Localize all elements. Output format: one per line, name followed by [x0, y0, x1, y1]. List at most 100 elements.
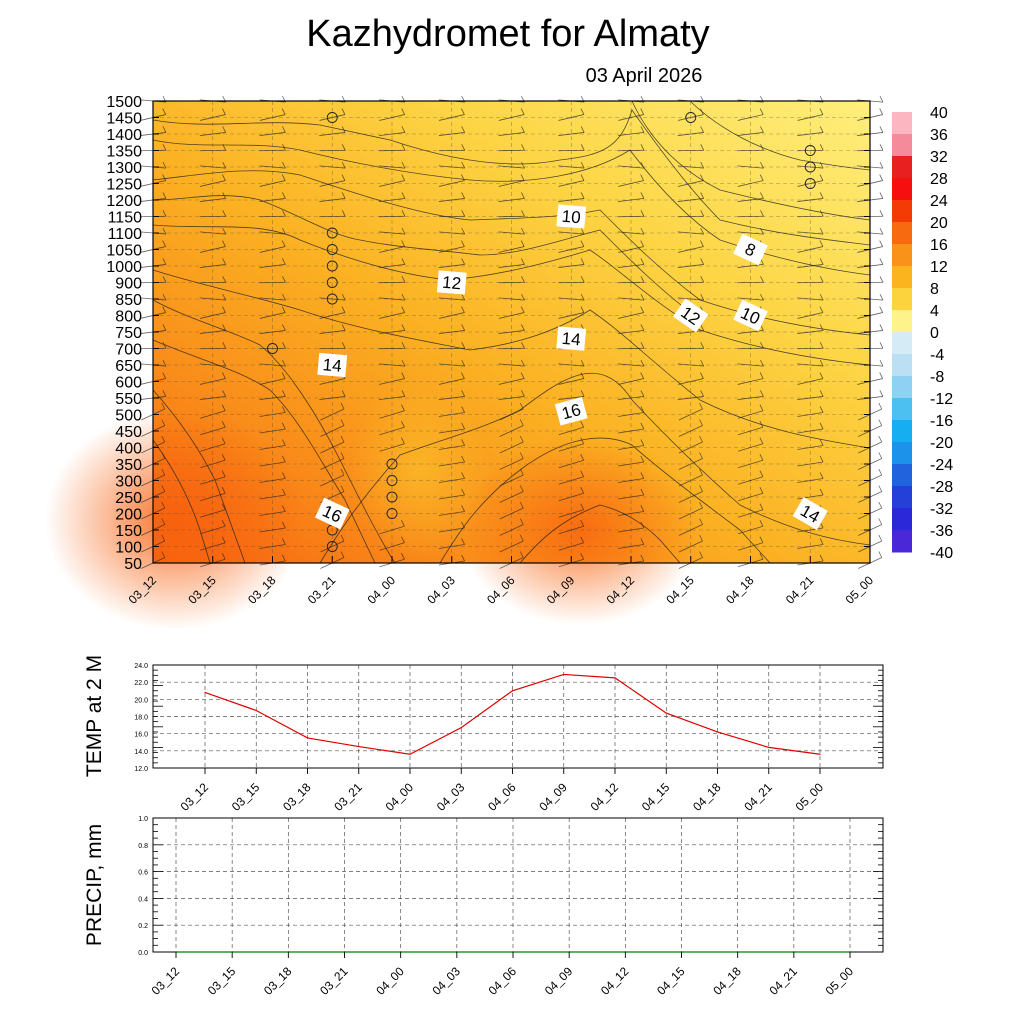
wind-barb-shaft — [259, 264, 286, 268]
calm-wind-circle — [685, 112, 697, 123]
temperature-frame — [152, 664, 884, 769]
wind-barb-flag — [521, 192, 525, 199]
wind-barb-flag — [282, 359, 286, 367]
wind-barb-shaft — [199, 231, 226, 235]
wind-barb-flag — [282, 227, 286, 235]
wind-barb-shaft — [379, 198, 405, 202]
colorbar-segment — [892, 354, 912, 366]
wind-barb-shaft — [677, 396, 704, 400]
wind-barb-flag — [819, 324, 824, 331]
wind-barb-flag — [461, 144, 466, 151]
colorbar-segment — [892, 123, 912, 135]
wind-barb-shaft — [618, 312, 644, 319]
wind-barb-flag — [699, 534, 703, 542]
wind-barb-flag — [700, 210, 705, 217]
wind-barb-flag — [700, 276, 705, 283]
height-tick-label: 550 — [115, 391, 142, 408]
wind-barb-flag — [161, 485, 166, 492]
x-tick-label: 03_21 — [317, 964, 351, 998]
y-tick-label: 18.0 — [134, 715, 148, 722]
wind-barb-flag — [879, 390, 884, 397]
height-tick-label: 700 — [115, 342, 142, 359]
wind-barb-flag — [580, 437, 585, 444]
wind-barb-shaft — [259, 165, 286, 169]
wind-barb-shaft — [319, 165, 346, 169]
wind-barb-flag — [759, 108, 764, 115]
colorbar-tick-label: 16 — [930, 237, 948, 254]
wind-barb-shaft — [438, 114, 465, 121]
height-axis: 5010015020025030035040045050055060065070… — [106, 94, 870, 573]
height-tick-label: 50 — [124, 556, 142, 573]
colorbar-tick-label: 32 — [930, 149, 948, 166]
wind-barb-shaft — [737, 114, 764, 121]
wind-barb-shaft — [200, 459, 226, 469]
height-tick-label: 1300 — [106, 160, 142, 177]
calm-wind-circle — [326, 112, 338, 123]
wind-barb-flag — [760, 192, 764, 199]
wind-barb-flag — [401, 359, 406, 367]
series-point — [768, 746, 770, 749]
wind-barb-shaft — [438, 527, 465, 533]
height-tick-label: 250 — [115, 490, 142, 507]
wind-barb-shaft — [737, 426, 764, 436]
wind-barb-flag — [162, 192, 167, 199]
colorbar-tick-label: 4 — [930, 303, 939, 320]
wind-barb-shaft — [259, 544, 286, 549]
wind-barb-flag — [699, 551, 703, 558]
wind-barb-flag — [699, 501, 703, 509]
wind-barb-flag — [879, 108, 884, 115]
wind-barb-flag — [878, 534, 883, 542]
wind-barb-shaft — [438, 494, 465, 500]
wind-barb-flag — [640, 521, 645, 529]
wind-barb-flag — [699, 485, 703, 492]
wind-barb-flag — [281, 439, 286, 446]
wind-barb-flag — [580, 144, 585, 151]
wind-barb-flag — [699, 468, 703, 476]
series-point — [460, 727, 462, 729]
colorbar-tick-label: 0 — [930, 325, 939, 342]
wind-barb-flag — [401, 293, 406, 301]
contour-label-box — [317, 352, 348, 378]
wind-barb-shaft — [379, 443, 405, 452]
wind-barb-flag — [401, 174, 406, 181]
wind-barb-flag — [879, 359, 884, 367]
wind-barb-flag — [879, 258, 884, 265]
wind-barb-shaft — [797, 412, 824, 417]
wind-barb-flag — [700, 108, 704, 115]
colorbar-tick-label: 8 — [930, 281, 939, 298]
wind-barb-flag — [161, 468, 166, 476]
series-point — [563, 673, 565, 676]
wind-barb-shaft — [199, 297, 226, 301]
wind-barb-flag — [161, 452, 166, 459]
wind-barb-shaft — [200, 492, 226, 502]
calm-wind-circle — [326, 244, 338, 255]
wind-barb-flag — [401, 258, 406, 265]
wind-barb-flag — [521, 390, 525, 397]
wind-barb-flag — [640, 324, 645, 331]
calm-wind-circle — [326, 260, 338, 272]
wind-barb-flag — [341, 161, 346, 169]
x-tick-label: 04_00 — [373, 964, 407, 998]
wind-barb-flag — [519, 435, 524, 443]
wind-barb-flag — [759, 503, 764, 510]
precipitation-x-axis: 03_12 03_15 03_18 03_21 04_00 04_03 04_06 04_09… — [149, 952, 856, 998]
colorbar-segment — [892, 420, 912, 432]
wind-barb-shaft — [677, 264, 704, 268]
wind-barb-flag — [401, 126, 406, 133]
wind-barb-shaft — [737, 525, 764, 535]
contour-label-text: 14 — [322, 355, 343, 376]
wind-barb-shaft — [558, 114, 585, 121]
wind-barb-shaft — [438, 180, 465, 187]
wind-barb-shaft — [438, 461, 465, 467]
wind-barb-shaft — [200, 509, 226, 518]
wind-barb-shaft — [797, 264, 824, 268]
wind-barb-shaft — [797, 478, 824, 483]
wind-barb-shaft — [558, 378, 585, 385]
isotherm-line — [152, 439, 211, 564]
wind-barb-flag — [521, 210, 525, 217]
wind-barb-flag — [340, 452, 345, 459]
wind-barb-shaft — [498, 198, 525, 202]
x-tick-label: 03_12 — [178, 780, 212, 814]
wind-barb-flag — [640, 258, 645, 265]
wind-barb-flag — [640, 192, 645, 199]
